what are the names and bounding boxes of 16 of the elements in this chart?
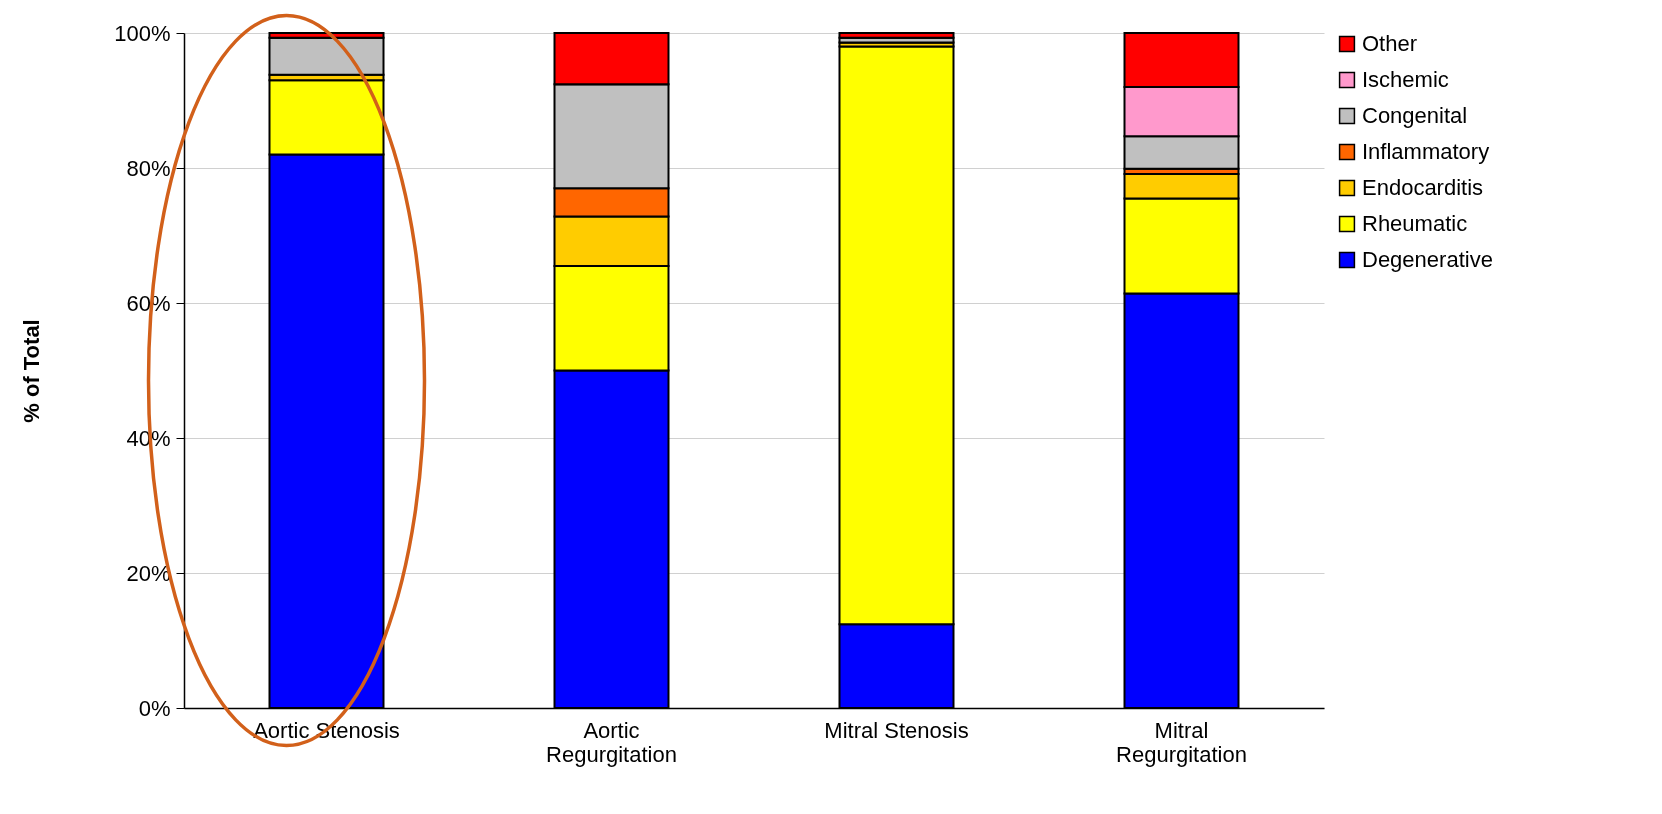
legend-label: Degenerative [1362, 247, 1493, 272]
legend-label: Ischemic [1362, 67, 1449, 92]
y-tick-label: 0% [138, 695, 171, 721]
y-tick-label: 80% [126, 155, 171, 181]
y-axis-title: % of Total [19, 319, 45, 423]
legend-label: Endocarditis [1362, 175, 1484, 200]
legend-label: Congenital [1362, 103, 1468, 128]
x-tick-label: Aortic Regurgitation [546, 717, 677, 767]
x-tick-label: Mitral Stenosis [824, 717, 969, 743]
legend-label: Other [1362, 31, 1418, 56]
legend-label: Rheumatic [1362, 211, 1468, 236]
y-tick-label: 20% [126, 560, 171, 586]
y-tick-label: 100% [114, 20, 171, 46]
x-tick-label: Mitral Regurgitation [1116, 717, 1247, 767]
legend-label: Inflammatory [1362, 139, 1490, 164]
bar [838, 32, 955, 39]
